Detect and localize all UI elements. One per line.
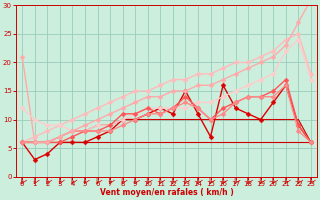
X-axis label: Vent moyen/en rafales ( km/h ): Vent moyen/en rafales ( km/h ) bbox=[100, 188, 234, 197]
